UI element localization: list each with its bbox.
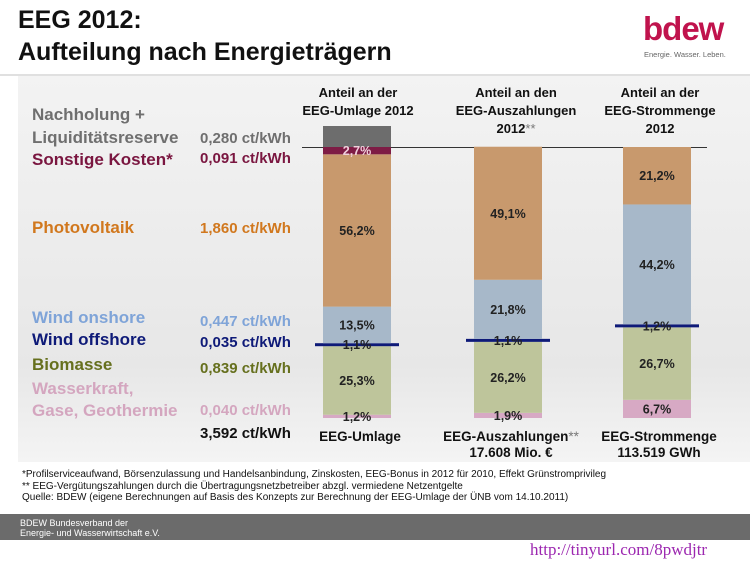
logo-word: bdew [643, 10, 724, 47]
label-nachholung-1: Nachholung + [32, 105, 145, 124]
col-header-line: Anteil an der [318, 85, 398, 100]
col-footer-line: EEG-Umlage [319, 429, 401, 444]
bar-segment [474, 279, 542, 339]
logo-tagline: Energie. Wasser. Leben. [644, 50, 726, 59]
label-photovoltaik: Photovoltaik [32, 218, 135, 237]
label-wind-onshore: Wind onshore [32, 308, 146, 327]
bar-segment [323, 154, 391, 307]
bar-segment [474, 146, 542, 280]
label-wasserkraft-1: Wasserkraft, [32, 379, 134, 398]
footer-org: BDEW Bundesverband der Energie- und Wass… [20, 518, 160, 538]
col-header-strommenge: Anteil an der EEG-Strommenge 2012 [591, 84, 729, 138]
footer-bar [0, 514, 750, 540]
page-subtitle: Aufteilung nach Energieträgern [18, 38, 392, 66]
col-header-line: EEG-Strommenge [604, 103, 716, 118]
bar-label: 26,7% [639, 357, 674, 371]
col-footer-line: 17.608 Mio. € [469, 445, 553, 460]
bar-label: 2,7% [343, 144, 372, 158]
bar-segment [474, 341, 542, 413]
value-photovoltaik: 1,860 ct/kWh [200, 220, 291, 237]
bar-label: 1,9% [494, 409, 523, 423]
bar-segment [474, 412, 542, 418]
label-wind-offshore: Wind offshore [32, 330, 147, 349]
bar-segment [623, 147, 691, 205]
bar-segment [323, 147, 391, 155]
bar-label: 49,1% [490, 207, 525, 221]
bar-label: 1,1% [343, 338, 372, 352]
footnotes: *Profilserviceaufwand, Börsenzulassung u… [22, 469, 606, 504]
footnote: ** EEG-Vergütungszahlungen durch die Übe… [22, 480, 463, 492]
value-wind-onshore: 0,447 ct/kWh [200, 313, 291, 330]
bar-label: 56,2% [339, 224, 374, 238]
bar-segment [623, 399, 691, 418]
bdew-logo: bdew Energie. Wasser. Leben. [643, 12, 733, 64]
label-biomasse: Biomasse [32, 355, 113, 374]
col-footer-line: EEG-Auszahlungen [443, 429, 569, 444]
col-header-auszahlungen: Anteil an den EEG-Auszahlungen 2012** [441, 84, 591, 138]
col-footer-strommenge: EEG-Strommenge 113.519 GWh [594, 429, 724, 461]
label-wasserkraft-2: Gase, Geothermie [32, 401, 178, 420]
bar-label: 1,2% [343, 410, 372, 424]
footer-org-line: BDEW Bundesverband der [20, 518, 129, 528]
bar-segment [315, 343, 399, 347]
col-header-line: EEG-Auszahlungen [455, 103, 577, 118]
bar-label: 21,2% [639, 169, 674, 183]
value-wind-offshore: 0,035 ct/kWh [200, 334, 291, 351]
bar-segment [615, 324, 699, 328]
bar-segment [323, 346, 391, 415]
col-header-line: EEG-Umlage 2012 [302, 103, 414, 118]
footnote: Quelle: BDEW (eigene Berechnungen auf Ba… [22, 492, 569, 503]
label-sonstige: Sonstige Kosten* [32, 150, 173, 169]
value-wasserkraft: 0,040 ct/kWh [200, 402, 291, 419]
value-total: 3,592 ct/kWh [200, 425, 291, 442]
bar-label: 21,8% [490, 303, 525, 317]
bar-label: 6,7% [643, 402, 672, 416]
col-header-umlage: Anteil an der EEG-Umlage 2012 [292, 84, 424, 120]
bar-label: 25,3% [339, 374, 374, 388]
stacked-bar-chart: 1,2% 25,3% 1,1% 13,5% 56,2% 2,7% 1,9% 26,2% 1,1%… [315, 126, 699, 424]
bar-label: 13,5% [339, 318, 374, 332]
bar-segment [323, 306, 391, 344]
col-header-line: Anteil an der [620, 85, 700, 100]
bar-label: 26,2% [490, 371, 525, 385]
source-url-link[interactable]: http://tinyurl.com/8pwdjtr [530, 540, 708, 559]
bar-label: 1,2% [643, 319, 672, 333]
col-header-line: 2012 [496, 121, 526, 136]
page-title: EEG 2012: [18, 6, 142, 34]
bar-segment [466, 338, 550, 342]
value-sonstige: 0,091 ct/kWh [200, 150, 291, 167]
footer-org-line: Energie- und Wasserwirtschaft e.V. [20, 528, 160, 538]
label-nachholung-2: Liquiditätsreserve [32, 128, 179, 147]
col-footer-umlage: EEG-Umlage [300, 429, 420, 445]
col-footer-line: EEG-Strommenge [601, 429, 717, 444]
col-header-line: 2012 [645, 121, 675, 136]
col-footer-auszahlungen: EEG-Auszahlungen** 17.608 Mio. € [431, 429, 591, 461]
bar-label: 1,1% [494, 334, 523, 348]
value-nachholung: 0,280 ct/kWh [200, 130, 291, 147]
col-header-asterisk: ** [525, 121, 536, 136]
bar-segment [623, 204, 691, 325]
bar-segment [623, 327, 691, 400]
col-header-line: Anteil an den [475, 85, 557, 100]
footnote: *Profilserviceaufwand, Börsenzulassung u… [22, 469, 607, 480]
value-biomasse: 0,839 ct/kWh [200, 360, 291, 377]
bar-label: 44,2% [639, 258, 674, 272]
col-footer-line: 113.519 GWh [617, 445, 701, 460]
bar-segment-nachholung [323, 126, 391, 148]
bar-segment [323, 414, 391, 418]
col-footer-asterisk: ** [568, 429, 579, 444]
header-divider [0, 74, 750, 76]
